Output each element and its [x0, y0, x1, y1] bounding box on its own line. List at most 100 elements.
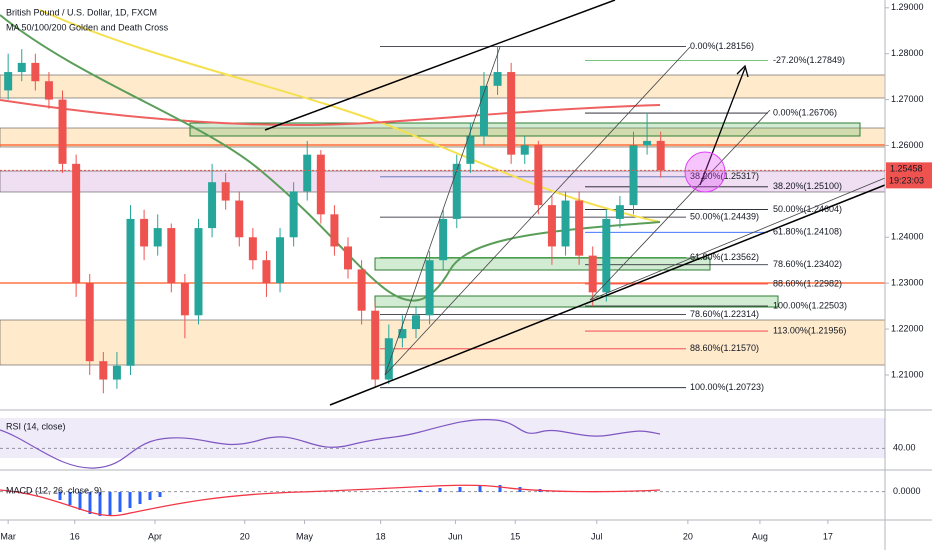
candle-body [615, 205, 624, 219]
candle-body [262, 260, 271, 284]
fib-label: 113.00%(1.21956) [773, 325, 846, 335]
rsi-level-label: 40.00 [893, 443, 916, 453]
y-tick-label: 1.29000 [891, 2, 924, 12]
fib-label: 100.00%(1.20723) [690, 382, 764, 392]
candle-body [493, 72, 502, 86]
ma-200 [39, 9, 661, 223]
countdown: 19:23:03 [889, 176, 924, 186]
trendline [384, 46, 691, 376]
last-price-label: 1.25458 [890, 164, 923, 174]
x-tick-label: May [296, 531, 314, 541]
candle-body [112, 365, 121, 380]
fib-label: 0.00%(1.26706) [773, 107, 837, 117]
y-tick-label: 1.26000 [891, 140, 924, 150]
y-tick-label: 1.22000 [891, 323, 924, 333]
chart-title: British Pound / U.S. Dollar, 1D, FXCM [6, 7, 157, 17]
candle-body [643, 140, 652, 146]
trendline [384, 46, 501, 376]
drawings [264, 0, 886, 406]
candle-body [140, 218, 149, 247]
candle-body [561, 200, 570, 247]
candle-body [4, 72, 13, 91]
candle-body [208, 182, 217, 229]
candle-body [479, 85, 488, 137]
fib-label: 0.00%(1.28156) [690, 41, 754, 51]
fib-label: 38.20%(1.25100) [773, 181, 842, 191]
fib-levels: 0.00%(1.28156) -27.20%(1.27849) 0.00%(1.26… [380, 41, 847, 392]
trendline [264, 0, 616, 131]
fib-label: 50.00%(1.24439) [690, 212, 759, 222]
macd-line [0, 484, 661, 517]
ma-50 [0, 14, 661, 302]
candle-body [72, 163, 81, 284]
fib-label: 78.60%(1.22314) [690, 309, 759, 319]
box [189, 122, 861, 137]
candle-body [85, 283, 94, 362]
x-tick-label: 16 [70, 531, 80, 541]
trendline [329, 184, 886, 406]
candle-body [194, 228, 203, 316]
macd-level-label: 0.0000 [893, 486, 921, 496]
y-tick-label: 1.24000 [891, 232, 924, 242]
candle-body [398, 329, 407, 339]
fib-label: 61.80%(1.24108) [773, 227, 842, 237]
candle-body [99, 361, 108, 380]
fib-label: 100.00%(1.22503) [773, 300, 847, 310]
candle-body [357, 269, 366, 311]
candle-body [507, 72, 516, 155]
candle-body [520, 145, 529, 155]
fib-label: 88.60%(1.22982) [773, 278, 842, 288]
candle-body [602, 218, 611, 293]
ma-100 [0, 99, 661, 127]
candle-body [439, 218, 448, 261]
y-tick-label: 1.23000 [891, 278, 924, 288]
candle-body [303, 154, 312, 192]
rsi-line [0, 419, 661, 469]
fib-label: 50.00%(1.24604) [773, 204, 842, 214]
chart-subtitle: MA 50/100/200 Golden and Death Cross [6, 22, 169, 32]
highlight-circle [684, 151, 726, 193]
candle-body [371, 310, 380, 380]
candle-body [629, 145, 638, 206]
y-tick-label: 1.21000 [891, 369, 924, 379]
last-price-box [886, 162, 932, 189]
candle-body [344, 246, 353, 270]
x-tick-label: Aug [752, 531, 768, 541]
candle-body [221, 182, 230, 201]
candle-body [330, 214, 339, 247]
x-tick-label: Jul [591, 531, 603, 541]
rsi-band [0, 418, 885, 458]
trendline [589, 177, 886, 301]
x-tick-label: 18 [376, 531, 386, 541]
candles [4, 46, 665, 394]
candle-body [575, 200, 584, 256]
box [374, 295, 779, 308]
candle-body [316, 154, 325, 215]
x-tick-label: 17 [823, 531, 833, 541]
candle-body [126, 218, 135, 366]
arrow [699, 64, 749, 186]
x-tick-label: 15 [510, 531, 520, 541]
fib-label: 61.80%(1.23562) [690, 252, 759, 262]
fib-label: -27.20%(1.27849) [773, 55, 845, 65]
candle-body [466, 136, 475, 164]
x-tick-label: 20 [683, 531, 693, 541]
candle-body [31, 62, 40, 82]
x-tick-label: Mar [0, 531, 16, 541]
candle-body [384, 338, 393, 380]
macd-title: MACD (12, 26, close, 9) [6, 485, 102, 495]
candle-body [425, 260, 434, 316]
candle-body [17, 62, 26, 73]
rsi-title: RSI (14, close) [6, 421, 66, 431]
candle-body [235, 200, 244, 238]
candle-body [547, 205, 556, 247]
x-tick-label: Apr [148, 531, 162, 541]
candle-body [44, 81, 53, 100]
candle-body [167, 228, 176, 284]
candle-body [534, 145, 543, 206]
candle-body [58, 99, 67, 164]
candle-body [588, 255, 597, 293]
